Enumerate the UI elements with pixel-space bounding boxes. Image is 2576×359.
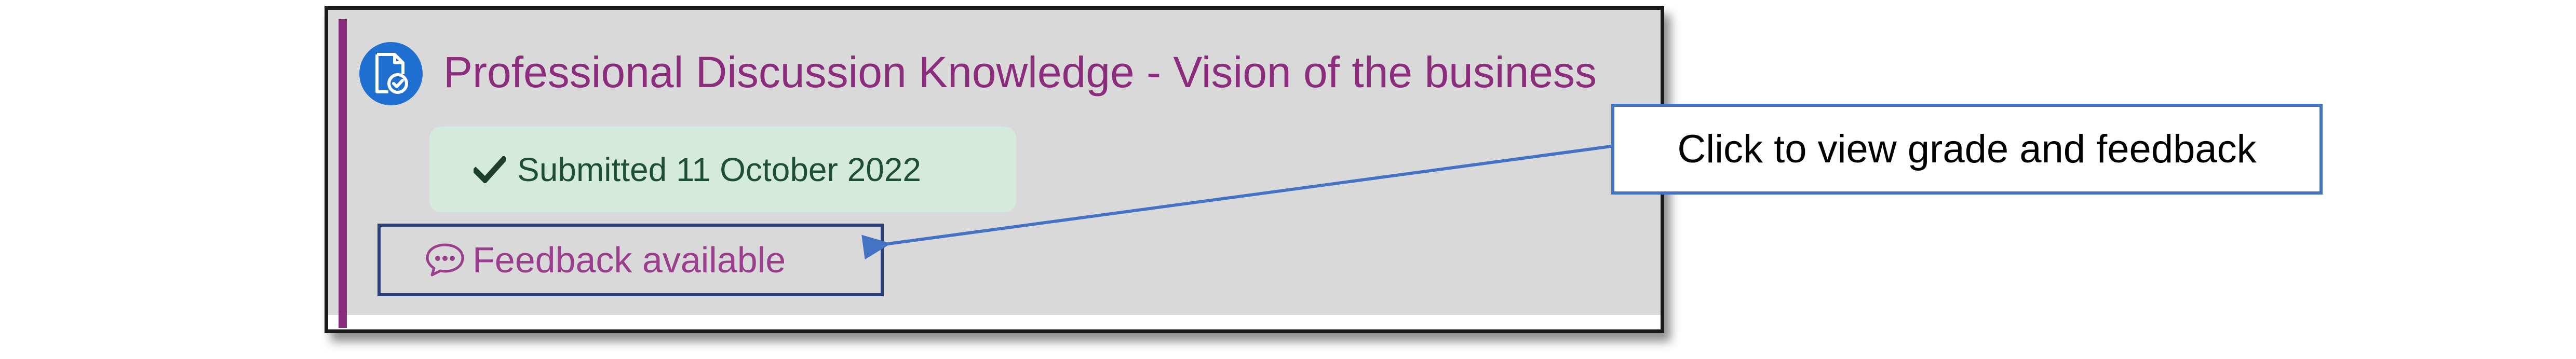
assignment-check-icon-glyph [375, 53, 408, 94]
submitted-status-text: Submitted 11 October 2022 [517, 150, 921, 188]
activity-accent-bar [339, 19, 347, 328]
feedback-available-label: Feedback available [473, 240, 786, 280]
annotation-callout-box: Click to view grade and feedback [1611, 104, 2323, 195]
feedback-available-link[interactable]: Feedback available [377, 224, 884, 296]
checkmark-icon [474, 154, 506, 186]
activity-title[interactable]: Professional Discussion Knowledge - Visi… [443, 48, 1597, 96]
activity-card: Professional Discussion Knowledge - Visi… [328, 10, 1661, 328]
speech-bubble-icon [425, 242, 465, 278]
submitted-status-badge: Submitted 11 October 2022 [429, 127, 1016, 212]
assignment-check-icon [359, 42, 423, 105]
callout-text: Click to view grade and feedback [1677, 127, 2257, 171]
